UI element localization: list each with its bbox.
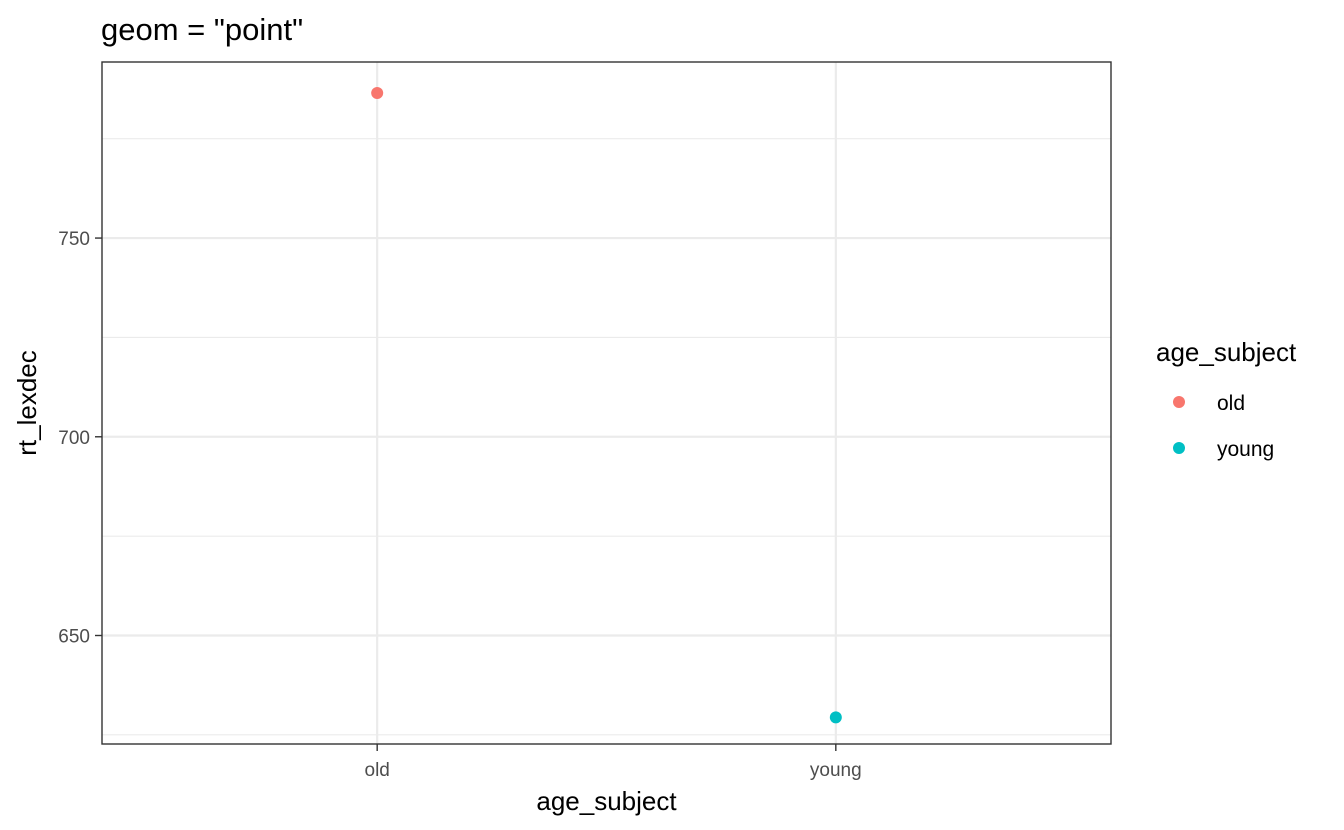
legend: age_subject old young: [1156, 337, 1297, 461]
gridlines: [102, 62, 1111, 744]
x-axis: old young: [365, 744, 862, 781]
data-point-young: [829, 711, 842, 724]
legend-key-old: [1173, 396, 1185, 408]
chart-title: geom = "point": [101, 12, 303, 47]
legend-label-young: young: [1217, 438, 1274, 461]
x-axis-title: age_subject: [536, 786, 677, 816]
legend-label-old: old: [1217, 392, 1245, 415]
legend-key-young: [1173, 442, 1185, 454]
y-tick-label: 750: [58, 229, 90, 250]
y-tick-label: 650: [58, 627, 90, 648]
y-axis-title: rt_lexdec: [12, 350, 42, 456]
data-point-old: [371, 87, 384, 99]
y-axis: 650 700 750: [58, 229, 102, 648]
y-tick-label: 700: [58, 428, 90, 449]
x-tick-label: young: [810, 760, 862, 781]
plot-panel-background: [102, 62, 1111, 744]
data-points: [371, 87, 842, 724]
legend-title: age_subject: [1156, 337, 1297, 367]
x-tick-label: old: [365, 760, 390, 781]
plot-panel-border: [101, 61, 1112, 745]
legend-entries: old young: [1173, 392, 1274, 461]
